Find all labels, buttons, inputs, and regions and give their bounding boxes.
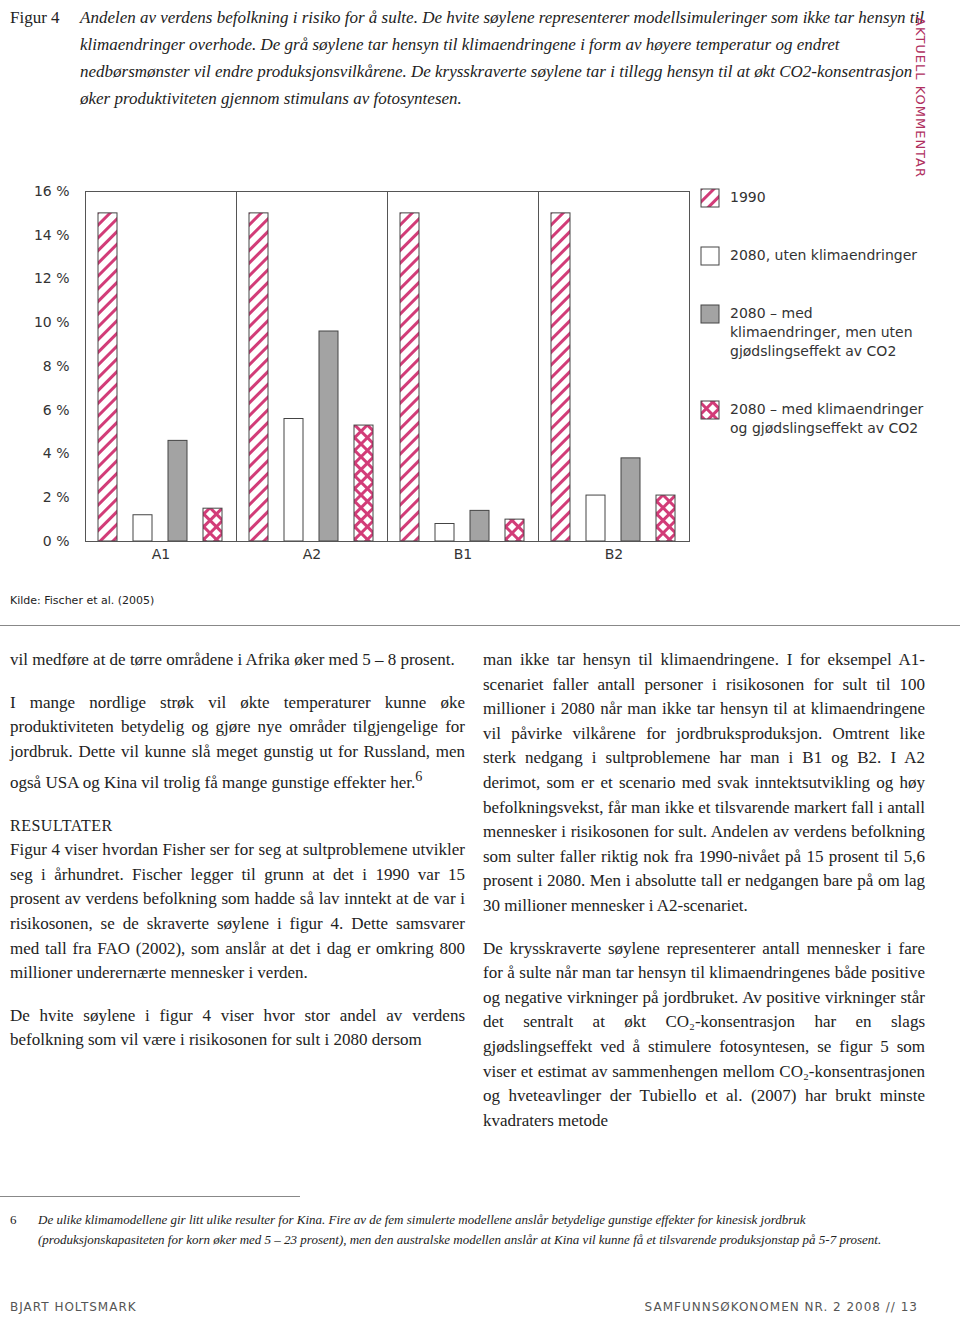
html-text:I mange nordlige strøk vil økt: I mange nordlige strøk vil økte temperat…	[10, 692, 465, 792]
html-text:1990: 1990	[730, 189, 766, 205]
svg-text:B2: B2	[605, 546, 624, 562]
html-text:2080 – med klimaendringer, men: 2080 – med klimaendringer, men uten gjød…	[730, 305, 913, 359]
html-text:man ikke tar hensyn til klimae: man ikke tar hensyn til klimaendringene.…	[483, 650, 925, 915]
html-text:De krysskraverte søylene repre: De krysskraverte søylene representerer a…	[483, 938, 925, 1130]
svg-text:0 %: 0 %	[43, 533, 70, 549]
html-text:De hvite søylene i figur 4 vis: De hvite søylene i figur 4 viser hvor st…	[10, 1005, 465, 1050]
html-text:SAMFUNNSØKONOMEN NR. 2 2008 //: SAMFUNNSØKONOMEN NR. 2 2008 // 13	[644, 1300, 918, 1314]
html-text:AKTUELL KOMMENTAR: AKTUELL KOMMENTAR	[912, 17, 928, 178]
html-text:Figur 4 viser hvordan Fisher s: Figur 4 viser hvordan Fisher ser for seg…	[10, 840, 465, 983]
html-text:RESULTATER: RESULTATER	[10, 816, 113, 834]
svg-text:12 %: 12 %	[34, 270, 70, 286]
html-text:Andelen av verdens befolkning: Andelen av verdens befolkning i risiko f…	[80, 8, 924, 108]
html-text:De ulike klimamodellene gir li: De ulike klimamodellene gir litt ulike r…	[38, 1212, 882, 1247]
html-text:2080, uten klimaendringer: 2080, uten klimaendringer	[730, 247, 918, 263]
html-text:2080 – med klimaendringer og g: 2080 – med klimaendringer og gjødslingse…	[730, 401, 924, 436]
svg-text:8 %: 8 %	[43, 358, 70, 374]
svg-text:14 %: 14 %	[34, 227, 70, 243]
svg-text:4 %: 4 %	[43, 445, 70, 461]
svg-text:A2: A2	[303, 546, 321, 562]
html-text:vil medføre at de tørre område: vil medføre at de tørre områdene i Afrik…	[10, 650, 455, 669]
html-text:6: 6	[10, 1212, 17, 1227]
svg-text:B1: B1	[454, 546, 473, 562]
svg-text:6 %: 6 %	[43, 402, 70, 418]
svg-text:2 %: 2 %	[43, 489, 70, 505]
svg-text:10 %: 10 %	[34, 314, 70, 330]
svg-text:A1: A1	[152, 546, 170, 562]
html-text:Figur 4: Figur 4	[10, 8, 60, 27]
svg-text:16 %: 16 %	[34, 183, 70, 199]
html-text:Kilde: Fischer et al. (2005): Kilde: Fischer et al. (2005)	[10, 594, 155, 607]
html-text:BJART HOLTSMARK: BJART HOLTSMARK	[10, 1300, 137, 1314]
